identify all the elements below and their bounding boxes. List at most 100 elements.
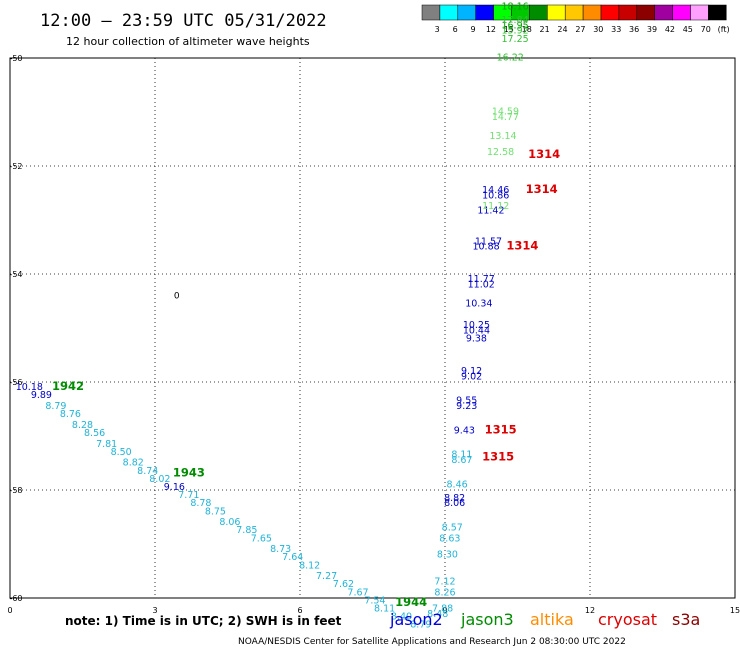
wave-height-label: 16.22	[497, 53, 524, 64]
wave-height-label: 9.02	[461, 371, 482, 382]
colorbar-swatch	[600, 4, 620, 21]
wave-height-label: 17.25	[501, 34, 528, 45]
wave-height-label: 8.57	[442, 523, 463, 534]
wave-height-label: 16.95	[501, 20, 528, 31]
wave-height-label: 7.62	[333, 579, 354, 590]
wave-height-label: 8.78	[190, 498, 211, 509]
colorbar-label: 33	[611, 25, 621, 34]
colorbar-swatch	[582, 4, 602, 21]
wave-height-label: 10.88	[472, 242, 499, 253]
legend-jason3: jason3	[460, 610, 514, 629]
wave-height-label: 7.54	[364, 595, 385, 606]
colorbar-swatch	[690, 4, 709, 21]
credit-line: NOAA/NESDIS Center for Satellite Applica…	[238, 637, 626, 647]
colorbar-swatch	[529, 4, 548, 21]
legend-cryosat: cryosat	[598, 610, 657, 629]
wave-height-label: 7.85	[236, 525, 257, 536]
wave-height-label: 17.84	[501, 15, 528, 26]
colorbar-label: (ft)	[718, 25, 730, 34]
wave-height-label: 8.79	[45, 401, 66, 412]
wave-height-label: 9.23	[456, 401, 477, 412]
wave-height-label: 14.77	[492, 112, 519, 123]
pass-time-label: 1315	[485, 422, 517, 436]
color-scale-bar: 3 6 9 12 15 18 21 24 27 30 33 36 39 42 45 70 (ft)	[421, 4, 730, 34]
wave-height-label: 10.18	[16, 382, 43, 393]
wave-height-label: 8.63	[439, 533, 460, 544]
wave-height-label: 8.06	[444, 498, 465, 509]
wave-height-label: 18.16	[501, 1, 528, 12]
wave-height-label: 12.58	[487, 147, 514, 158]
wave-height-label: 9.55	[456, 396, 477, 407]
wave-height-label: 8.82	[444, 493, 465, 504]
stray-mark: 0	[174, 291, 180, 301]
x-tick-label: 15	[730, 606, 740, 615]
chart-subtitle: 12 hour collection of altimeter wave hei…	[66, 35, 310, 48]
wave-height-label: 8.28	[72, 420, 93, 431]
colorbar-label: 21	[540, 25, 550, 34]
wave-height-label: 14.59	[492, 107, 519, 118]
pass-time-label: 1943	[173, 466, 205, 480]
colorbar-swatch	[475, 4, 494, 21]
wave-height-label: 7.71	[178, 490, 199, 501]
wave-height-label: 7.64	[282, 552, 303, 563]
wave-height-label: 8.46	[447, 479, 468, 490]
colorbar-swatch	[457, 4, 476, 21]
colorbar-swatch	[654, 4, 673, 21]
wave-height-label: 7.65	[251, 533, 272, 544]
y-tick-label: -56	[9, 378, 22, 387]
x-tick-label: 9	[442, 606, 447, 615]
pass-time-label: 1314	[506, 239, 538, 253]
wave-height-label: 7.67	[347, 587, 368, 598]
wave-height-label: 9.89	[31, 390, 52, 401]
wave-height-label: 8.75	[205, 506, 226, 517]
satellite-legend: jason2 jason3 altika cryosat s3a	[389, 610, 700, 629]
wave-height-label: 8.40	[391, 612, 412, 623]
pass-time-label: 1944	[395, 595, 427, 609]
colorbar-label: 36	[629, 25, 639, 34]
pass-time-label: 1942	[52, 379, 84, 393]
colorbar-swatch	[547, 4, 566, 21]
colorbar-label: 6	[453, 25, 458, 34]
colorbar-swatch	[618, 4, 638, 21]
wave-height-label: 8.11	[451, 450, 472, 461]
wave-height-label: 11.77	[468, 274, 495, 285]
wave-height-label: 8.12	[299, 560, 320, 571]
colorbar-swatch	[564, 4, 584, 21]
chart-title: 12:00 — 23:59 UTC 05/31/2022	[40, 11, 327, 31]
colorbar-label: 3	[435, 25, 440, 34]
wave-height-label: 7.88	[432, 604, 453, 615]
x-tick-label: 12	[585, 606, 595, 615]
wave-height-label: 9.16	[164, 482, 185, 493]
colorbar-label: 18	[522, 25, 532, 34]
wave-height-label: 10.44	[463, 325, 490, 336]
wave-height-label: 7.81	[96, 439, 117, 450]
footnote: note: 1) Time is in UTC; 2) SWH is in fe…	[65, 614, 342, 628]
wave-height-label: 10.25	[463, 320, 490, 331]
colorbar-label: 12	[486, 25, 496, 34]
wave-height-label: 8.30	[437, 550, 458, 561]
legend-altika: altika	[530, 610, 574, 629]
wave-height-label: 8.48	[427, 609, 448, 620]
x-tick-label: 6	[297, 606, 302, 615]
colorbar-swatch	[421, 4, 441, 21]
wave-height-label: 8.26	[434, 587, 455, 598]
colorbar-label: 45	[683, 25, 693, 34]
wave-height-label: 10.86	[482, 190, 509, 201]
colorbar-swatch	[636, 4, 655, 21]
wave-height-label: 8.50	[111, 447, 132, 458]
y-tick-label: -52	[9, 162, 22, 171]
wave-height-label: 8.56	[84, 428, 105, 439]
plot-area: 0 3 6 9 12 15-50-52-54-56-58-6010.189.898.798…	[7, 1, 740, 631]
colorbar-label: 15	[504, 25, 514, 34]
wave-height-label: 11.12	[482, 201, 509, 212]
colorbar-swatch	[439, 4, 459, 21]
colorbar-label: 30	[593, 25, 603, 34]
wave-height-label: 8.79	[410, 620, 431, 631]
wave-height-label: 8.82	[123, 458, 144, 469]
wave-height-label: 11.42	[477, 206, 504, 217]
colorbar-swatch	[672, 4, 691, 21]
wave-height-label: 7.12	[434, 577, 455, 588]
wave-height-label: 10.34	[465, 298, 492, 309]
wave-height-label: 13.14	[489, 131, 516, 142]
